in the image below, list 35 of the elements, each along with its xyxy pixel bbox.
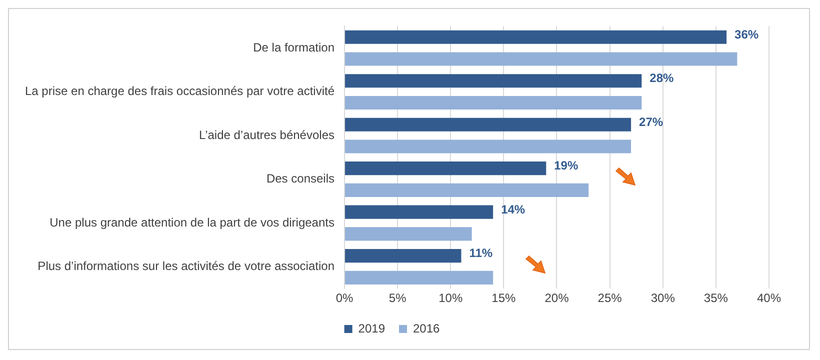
x-tick-label: 40% <box>756 291 782 306</box>
y-tick-label: Des conseils <box>266 172 334 186</box>
bar <box>345 52 738 66</box>
bar <box>345 30 727 44</box>
x-tick-label: 10% <box>438 291 463 306</box>
bar <box>345 140 632 154</box>
x-tick-label: 0% <box>336 291 354 306</box>
y-tick-label: Une plus grande attention de la part de vos dirigeants <box>50 215 334 230</box>
bar <box>345 118 632 132</box>
data-label: 36% <box>734 27 759 42</box>
legend-label: 2016 <box>413 321 440 336</box>
data-label: 27% <box>639 114 664 129</box>
bar <box>345 162 546 176</box>
x-tick-label: 25% <box>598 291 622 306</box>
data-label: 11% <box>469 246 493 260</box>
data-label: 19% <box>554 158 578 173</box>
y-tick-label: De la formation <box>253 40 334 54</box>
legend-label: 2019 <box>358 321 386 336</box>
bar <box>345 270 494 284</box>
x-tick-label: 20% <box>544 291 570 306</box>
bar <box>345 205 494 219</box>
bar <box>345 249 462 263</box>
y-tick-label: La prise en charge des frais occasionnés par votre activité <box>25 84 335 98</box>
y-tick-label: L’aide d’autres bénévoles <box>199 128 334 142</box>
x-tick-label: 35% <box>704 291 728 306</box>
data-label: 14% <box>501 202 526 216</box>
bar <box>345 74 642 88</box>
data-label: 28% <box>650 71 674 86</box>
x-tick-label: 15% <box>492 291 516 306</box>
y-tick-label: Plus d’informations sur les activités de votre association <box>38 259 334 274</box>
x-tick-label: 30% <box>650 291 676 306</box>
bar <box>345 183 589 197</box>
bar <box>345 227 472 241</box>
x-tick-label: 5% <box>388 291 407 306</box>
bar <box>345 96 642 110</box>
